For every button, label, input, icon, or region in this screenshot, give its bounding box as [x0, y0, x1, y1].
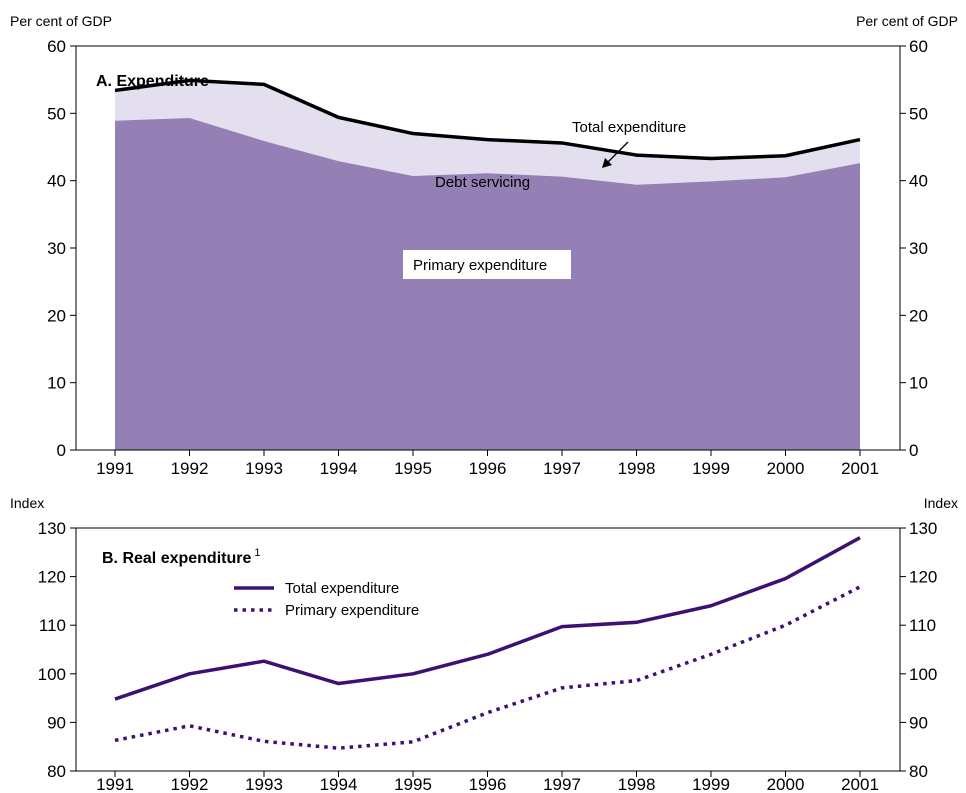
x-tick-label: 1996 — [469, 775, 507, 793]
x-tick-label: 1991 — [96, 775, 134, 793]
annotation-debt-servicing: Debt servicing — [435, 174, 530, 191]
panel-a-expenditure: Per cent of GDP Per cent of GDP 0 0 10 10 20… — [10, 13, 958, 478]
y-tick-left-label: 40 — [47, 172, 66, 191]
y-tick-left-label: 50 — [47, 104, 66, 123]
x-tick-label: 1993 — [245, 775, 283, 793]
x-tick-label: 1999 — [692, 459, 730, 478]
x-tick-label: 1997 — [543, 775, 581, 793]
y-tick-left-label: 30 — [47, 239, 66, 258]
x-tick-label: 1998 — [618, 775, 656, 793]
annotation-arrow-head — [602, 158, 612, 168]
x-tick-label: 1996 — [469, 459, 507, 478]
y-tick-right-label: 50 — [909, 104, 928, 123]
line-real-total-expenditure — [114, 536, 861, 701]
y-tick-right-label: 30 — [909, 239, 928, 258]
y-tick-left-label: 120 — [38, 568, 66, 587]
y-tick-right-label: 100 — [909, 665, 937, 684]
x-tick-label: 1995 — [394, 459, 432, 478]
y-tick-left-label: 90 — [47, 713, 66, 732]
y-tick-right-label: 0 — [909, 441, 918, 460]
area-debt-servicing — [115, 80, 860, 185]
y-tick-right-label: 120 — [909, 568, 937, 587]
x-tick-label: 1993 — [245, 459, 283, 478]
y-tick-right-label: 130 — [909, 519, 937, 538]
area-primary-expenditure — [115, 118, 860, 451]
x-tick-label: 1998 — [618, 459, 656, 478]
line-real-primary-expenditure — [114, 585, 861, 750]
x-tick-label: 1991 — [96, 459, 134, 478]
x-tick-label: 2000 — [767, 459, 805, 478]
legend-primary-label: Primary expenditure — [285, 602, 419, 619]
panel-b-plot — [114, 536, 861, 750]
y-tick-left-label: 60 — [47, 37, 66, 56]
y-tick-left-label: 100 — [38, 665, 66, 684]
panel-b-left-unit-label: Index — [10, 495, 44, 511]
x-tick-label: 1992 — [171, 459, 209, 478]
panel-b-right-unit-label: Index — [924, 495, 958, 511]
x-tick-label: 2001 — [841, 775, 879, 793]
y-tick-right-label: 90 — [909, 713, 928, 732]
x-tick-label: 1999 — [692, 775, 730, 793]
line-total-expenditure — [114, 78, 861, 161]
y-tick-left-label: 0 — [57, 441, 66, 460]
y-tick-left-label: 80 — [47, 762, 66, 781]
x-tick-label: 2001 — [841, 459, 879, 478]
x-tick-label: 1992 — [171, 775, 209, 793]
y-tick-right-label: 40 — [909, 172, 928, 191]
y-tick-left-label: 130 — [38, 519, 66, 538]
y-tick-right-label: 80 — [909, 762, 928, 781]
annotation-primary-expenditure: Primary expenditure — [413, 257, 547, 274]
y-tick-right-label: 110 — [909, 616, 936, 635]
panel-a-axes: 0 0 10 10 20 20 30 30 40 40 50 50 60 60 1991 1992 1993 19… — [47, 37, 928, 478]
y-tick-left-label: 110 — [39, 616, 66, 635]
y-tick-right-label: 10 — [909, 374, 928, 393]
y-tick-right-label: 20 — [909, 306, 928, 325]
panel-a-plot — [114, 78, 861, 451]
y-tick-right-label: 60 — [909, 37, 928, 56]
annotation-primary-box — [403, 250, 571, 279]
x-tick-label: 1995 — [394, 775, 432, 793]
x-tick-label: 1994 — [320, 775, 358, 793]
x-tick-label: 2000 — [767, 775, 805, 793]
panel-b-title: B. Real expenditure 1 — [102, 547, 261, 567]
annotation-total-expenditure: Total expenditure — [572, 119, 686, 136]
panel-b-real-expenditure: Index Index 80 80 90 90 100 100 110 110 120 120 13… — [10, 495, 958, 793]
y-tick-left-label: 20 — [47, 306, 66, 325]
y-tick-left-label: 10 — [47, 374, 66, 393]
panel-b-axes: 80 80 90 90 100 100 110 110 120 120 130 130 1991 1992… — [38, 519, 938, 793]
x-tick-label: 1994 — [320, 459, 358, 478]
legend-total-label: Total expenditure — [285, 580, 399, 597]
panel-a-title: A. Expenditure — [96, 73, 209, 90]
panel-a-left-unit-label: Per cent of GDP — [10, 13, 112, 29]
panel-a-right-unit-label: Per cent of GDP — [856, 13, 958, 29]
x-tick-label: 1997 — [543, 459, 581, 478]
